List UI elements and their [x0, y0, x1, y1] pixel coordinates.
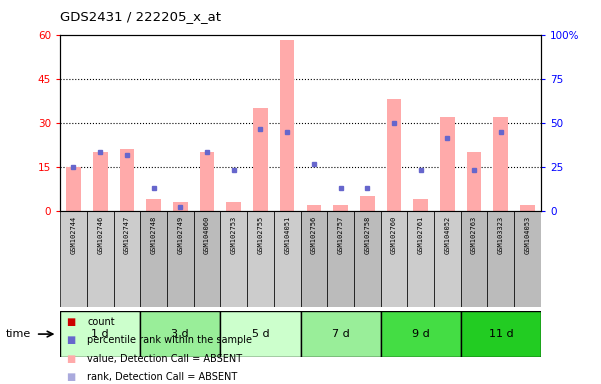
Text: 5 d: 5 d [252, 329, 269, 339]
Bar [487, 211, 514, 307]
Bar [146, 199, 161, 211]
Bar [440, 117, 455, 211]
Bar [114, 211, 140, 307]
Bar [140, 211, 167, 307]
Bar [380, 311, 461, 357]
Bar [167, 211, 194, 307]
Bar [467, 152, 481, 211]
Text: ■: ■ [66, 317, 75, 327]
Text: GSM102763: GSM102763 [471, 216, 477, 254]
Bar [514, 211, 541, 307]
Text: 7 d: 7 d [332, 329, 349, 339]
Bar [386, 99, 401, 211]
Bar [227, 202, 241, 211]
Text: GSM102746: GSM102746 [97, 216, 103, 254]
Text: GSM102748: GSM102748 [151, 216, 157, 254]
Bar [200, 152, 215, 211]
Text: GSM102755: GSM102755 [257, 216, 263, 254]
Bar [461, 311, 541, 357]
Text: GSM104051: GSM104051 [284, 216, 290, 254]
Bar [87, 211, 114, 307]
Bar [300, 211, 327, 307]
Text: GSM103323: GSM103323 [498, 216, 504, 254]
Bar [493, 117, 508, 211]
Text: GSM102744: GSM102744 [70, 216, 76, 254]
Bar [247, 211, 274, 307]
Bar [66, 167, 81, 211]
Bar [307, 205, 321, 211]
Text: ■: ■ [66, 372, 75, 382]
Bar [120, 149, 134, 211]
Text: GSM104053: GSM104053 [525, 216, 531, 254]
Bar [173, 202, 188, 211]
Text: GSM102756: GSM102756 [311, 216, 317, 254]
Text: percentile rank within the sample: percentile rank within the sample [87, 335, 252, 345]
Bar [93, 152, 108, 211]
Bar [354, 211, 380, 307]
Text: 11 d: 11 d [489, 329, 513, 339]
Bar [407, 211, 434, 307]
Text: GSM104052: GSM104052 [444, 216, 450, 254]
Bar [360, 197, 374, 211]
Text: GSM102757: GSM102757 [338, 216, 344, 254]
Text: GSM104060: GSM104060 [204, 216, 210, 254]
Bar [194, 211, 221, 307]
Bar [333, 205, 348, 211]
Text: ■: ■ [66, 354, 75, 364]
Bar [221, 211, 247, 307]
Bar [140, 311, 221, 357]
Text: 1 d: 1 d [91, 329, 109, 339]
Bar [221, 311, 300, 357]
Text: GSM102758: GSM102758 [364, 216, 370, 254]
Bar [60, 311, 140, 357]
Bar [434, 211, 461, 307]
Bar [461, 211, 487, 307]
Bar [520, 205, 535, 211]
Bar [413, 199, 428, 211]
Text: 3 d: 3 d [171, 329, 189, 339]
Text: count: count [87, 317, 115, 327]
Bar [380, 211, 407, 307]
Text: GSM102749: GSM102749 [177, 216, 183, 254]
Text: ■: ■ [66, 335, 75, 345]
Bar [300, 311, 380, 357]
Text: value, Detection Call = ABSENT: value, Detection Call = ABSENT [87, 354, 242, 364]
Bar [60, 211, 87, 307]
Text: 9 d: 9 d [412, 329, 430, 339]
Bar [327, 211, 354, 307]
Bar [274, 211, 300, 307]
Text: time: time [6, 329, 31, 339]
Text: GSM102747: GSM102747 [124, 216, 130, 254]
Text: GSM102761: GSM102761 [418, 216, 424, 254]
Text: GSM102753: GSM102753 [231, 216, 237, 254]
Bar [280, 40, 294, 211]
Text: rank, Detection Call = ABSENT: rank, Detection Call = ABSENT [87, 372, 237, 382]
Text: GSM102760: GSM102760 [391, 216, 397, 254]
Bar [253, 108, 268, 211]
Text: GDS2431 / 222205_x_at: GDS2431 / 222205_x_at [60, 10, 221, 23]
